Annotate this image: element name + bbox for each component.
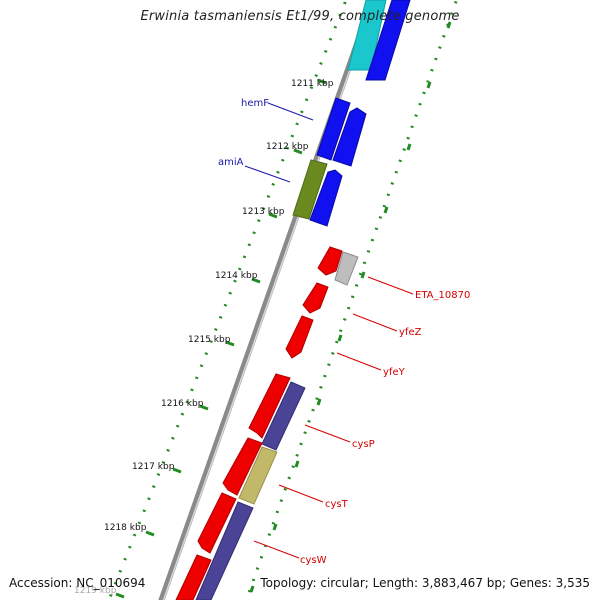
gene-label-hemF[interactable]: hemF <box>241 98 269 109</box>
gene-cysP[interactable] <box>261 381 306 451</box>
gene-cysT[interactable] <box>238 446 278 505</box>
tick-label-1216: 1216 kbp <box>161 399 204 409</box>
gene-ETA_10870[interactable] <box>334 251 359 286</box>
gene-hemF-inner[interactable] <box>316 97 351 161</box>
gene-label-yfeZ[interactable]: yfeZ <box>399 327 422 338</box>
genome-title: Erwinia tasmaniensis Et1/99, complete ge… <box>140 9 460 24</box>
gene-yfeY[interactable] <box>285 315 314 359</box>
gene-red-1[interactable] <box>317 246 343 276</box>
gene-label-cysP[interactable]: cysP <box>352 439 375 450</box>
accession-text: Accession: NC_010694 <box>9 576 146 590</box>
tick-label-1215: 1215 kbp <box>188 335 231 345</box>
label-connectors <box>244 102 414 559</box>
tick-label-1217: 1217 kbp <box>132 462 175 472</box>
tick-label-1212: 1212 kbp <box>266 142 309 152</box>
gene-blue-top[interactable] <box>365 0 411 81</box>
gene-label-cysT[interactable]: cysT <box>325 499 349 510</box>
gene-blue-forward-1[interactable] <box>332 107 367 167</box>
tick-marks-outer <box>249 21 452 593</box>
gene-red-cysW-inner[interactable] <box>197 492 237 554</box>
tick-label-1211: 1211 kbp <box>291 79 334 89</box>
genome-stats-text: Topology: circular; Length: 3,883,467 bp… <box>260 576 590 590</box>
gene-yfeZ[interactable] <box>302 282 329 314</box>
gene-label-amiA[interactable]: amiA <box>218 157 244 168</box>
scale-dots-outer <box>244 0 459 600</box>
gene-blue-forward-2[interactable] <box>309 169 343 227</box>
tick-marks <box>115 78 327 599</box>
tick-label-1214: 1214 kbp <box>215 271 258 281</box>
backbone-highlight <box>162 0 376 600</box>
gene-cysW[interactable] <box>195 501 254 600</box>
tick-label-1213: 1213 kbp <box>242 207 285 217</box>
gene-red-cysT-inner[interactable] <box>222 437 263 496</box>
tick-label-1219: 1219 kbp <box>74 586 117 596</box>
gene-red-bottom[interactable] <box>175 554 212 600</box>
tick-label-1218: 1218 kbp <box>104 523 147 533</box>
gene-label-yfeY[interactable]: yfeY <box>383 367 406 378</box>
gene-amiA[interactable] <box>292 159 328 220</box>
gene-label-cysW[interactable]: cysW <box>300 555 327 566</box>
backbone-line <box>158 0 376 600</box>
gene-label-ETA_10870[interactable]: ETA_10870 <box>415 290 470 301</box>
gene-red-cysP-inner[interactable] <box>248 373 291 439</box>
